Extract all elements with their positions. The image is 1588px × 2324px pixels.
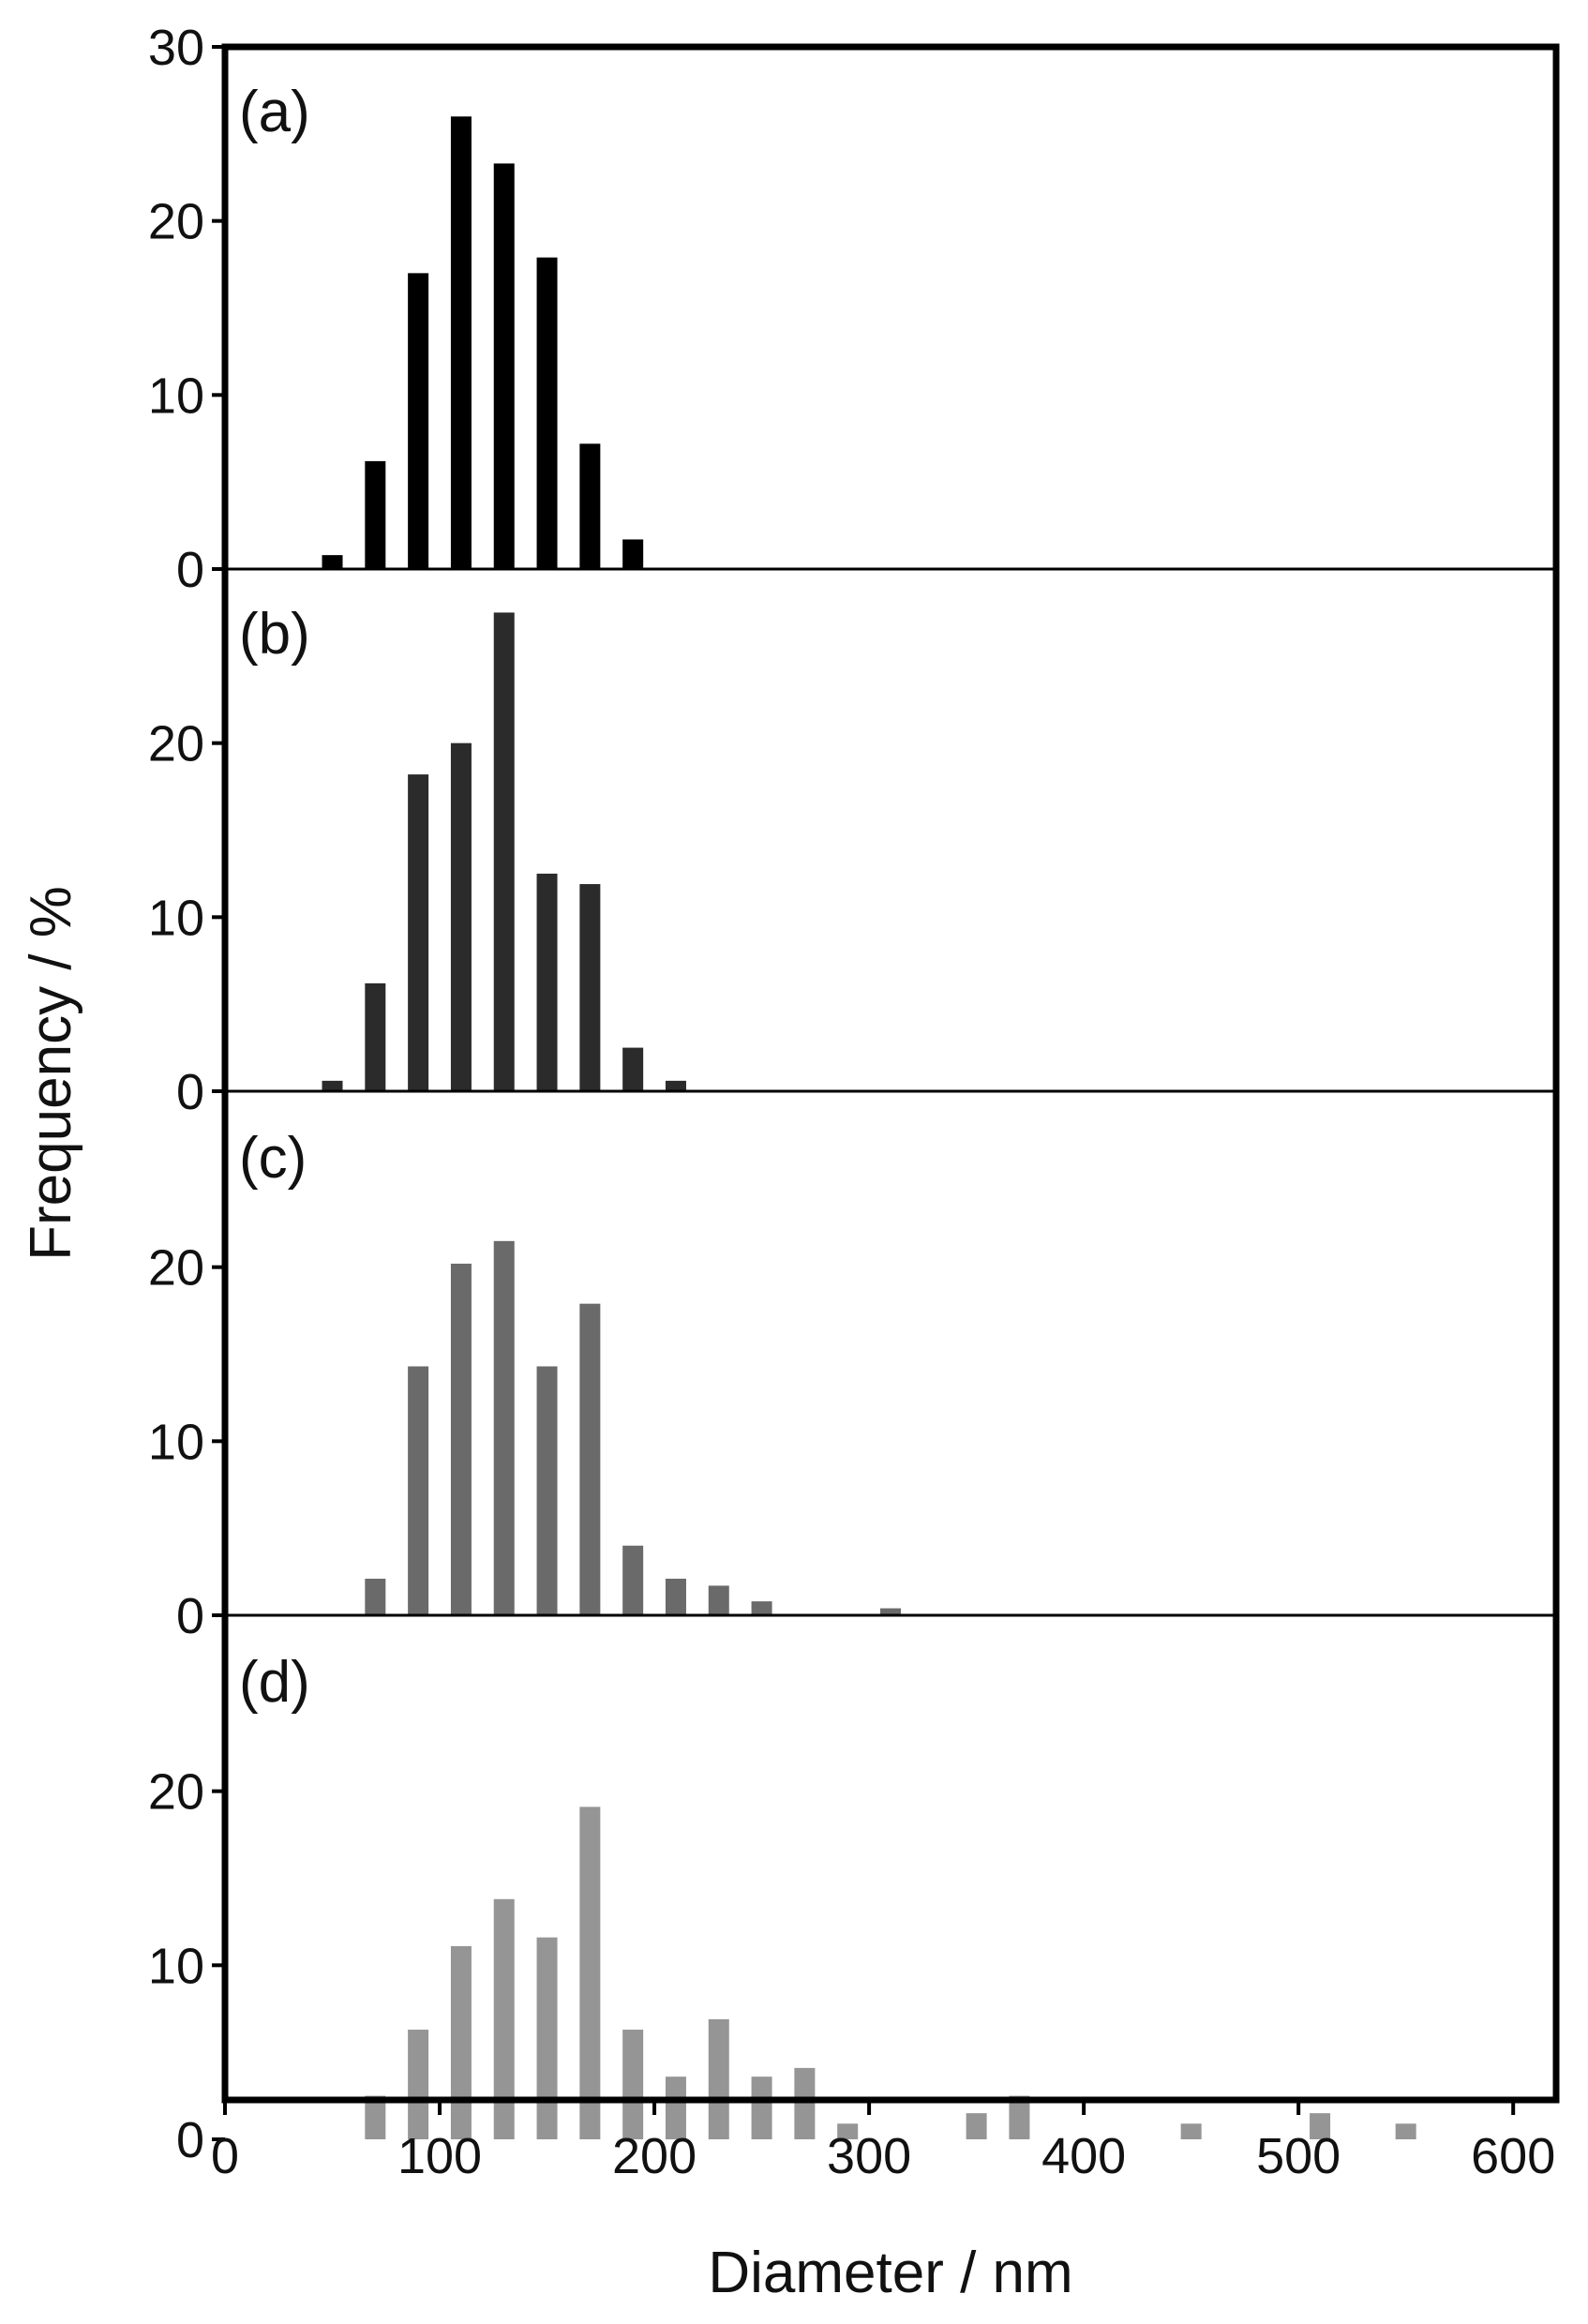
x-tick-label: 200 bbox=[612, 2128, 697, 2184]
y-tick-label: 0 bbox=[176, 542, 204, 598]
bar bbox=[536, 1366, 558, 1615]
x-tick-label: 100 bbox=[397, 2128, 482, 2184]
bar bbox=[751, 2077, 772, 2139]
bar bbox=[365, 2095, 386, 2139]
bar bbox=[622, 2030, 644, 2139]
plot-frame bbox=[221, 43, 1560, 2104]
y-tick-label: 20 bbox=[148, 1240, 204, 1297]
panel-a: 30 20 10 0 (a) bbox=[148, 20, 1556, 598]
y-tick-label: 20 bbox=[148, 194, 204, 250]
bar bbox=[450, 1945, 472, 2139]
panel-c: 20 10 0 (c) bbox=[148, 1126, 1556, 1644]
bar bbox=[493, 1240, 515, 1615]
bar bbox=[794, 2067, 816, 2139]
bar bbox=[579, 884, 601, 1091]
y-tick-label: 10 bbox=[148, 367, 204, 424]
bar bbox=[579, 1807, 601, 2139]
bar bbox=[1395, 2123, 1416, 2139]
bar bbox=[665, 1080, 686, 1091]
bar bbox=[708, 1585, 729, 1615]
bar bbox=[408, 273, 429, 569]
y-tick-label: 10 bbox=[148, 1938, 204, 1994]
bar bbox=[536, 1937, 558, 2139]
bar bbox=[408, 2030, 429, 2139]
bar bbox=[1310, 2113, 1331, 2139]
y-tick-label: 20 bbox=[148, 716, 204, 772]
bar bbox=[536, 873, 558, 1091]
panels-layer: 30 20 10 0 (a) 20 10 0 (b) 20 10 0 (c) 20 10 0 (d) bbox=[148, 20, 1556, 2168]
bar bbox=[665, 1579, 686, 1615]
y-tick-label: 20 bbox=[148, 1764, 204, 1821]
bar bbox=[365, 1579, 386, 1615]
bar bbox=[450, 742, 472, 1091]
bar bbox=[365, 460, 386, 569]
bar bbox=[1009, 2095, 1030, 2139]
bar bbox=[751, 1601, 772, 1615]
y-tick-label: 0 bbox=[176, 1064, 204, 1120]
x-tick-label: 0 bbox=[211, 2128, 239, 2184]
bar bbox=[665, 2077, 686, 2139]
panel-label: (a) bbox=[239, 80, 310, 144]
bar bbox=[365, 982, 386, 1091]
bar bbox=[579, 443, 601, 569]
bar bbox=[880, 1608, 901, 1615]
bar bbox=[408, 1366, 429, 1615]
x-tick-label: 500 bbox=[1256, 2128, 1341, 2184]
bar bbox=[837, 2123, 859, 2139]
y-tick-label: 30 bbox=[148, 20, 204, 76]
panel-d: 20 10 0 (d) bbox=[148, 1650, 1416, 2168]
bar bbox=[493, 612, 515, 1091]
bar bbox=[322, 1080, 343, 1091]
bar bbox=[579, 1303, 601, 1615]
y-tick-label: 0 bbox=[176, 2112, 204, 2168]
panel-b: 20 10 0 (b) bbox=[148, 602, 1556, 1120]
y-tick-label: 0 bbox=[176, 1588, 204, 1644]
x-axis-title: Diameter / nm bbox=[708, 2241, 1072, 2305]
y-tick-label: 10 bbox=[148, 890, 204, 946]
bar bbox=[450, 1263, 472, 1615]
bar bbox=[1180, 2123, 1202, 2139]
panel-label: (c) bbox=[239, 1126, 307, 1191]
panel-label: (d) bbox=[239, 1650, 310, 1715]
y-axis-title: Frequency / % bbox=[19, 886, 83, 1261]
bar bbox=[708, 2018, 729, 2139]
bar bbox=[536, 257, 558, 569]
bar bbox=[450, 116, 472, 570]
x-axis: 0 100 200 300 400 500 600 bbox=[211, 2100, 1555, 2184]
bar bbox=[493, 163, 515, 569]
panel-label: (b) bbox=[239, 602, 310, 667]
bar bbox=[322, 555, 343, 569]
bar bbox=[622, 1047, 644, 1091]
bar bbox=[966, 2113, 987, 2139]
y-tick-label: 10 bbox=[148, 1414, 204, 1470]
bar bbox=[493, 1898, 515, 2139]
bar bbox=[622, 539, 644, 569]
x-tick-label: 600 bbox=[1471, 2128, 1555, 2184]
x-tick-label: 400 bbox=[1041, 2128, 1126, 2184]
x-tick-label: 300 bbox=[827, 2128, 911, 2184]
bar bbox=[408, 774, 429, 1091]
bar bbox=[622, 1545, 644, 1615]
